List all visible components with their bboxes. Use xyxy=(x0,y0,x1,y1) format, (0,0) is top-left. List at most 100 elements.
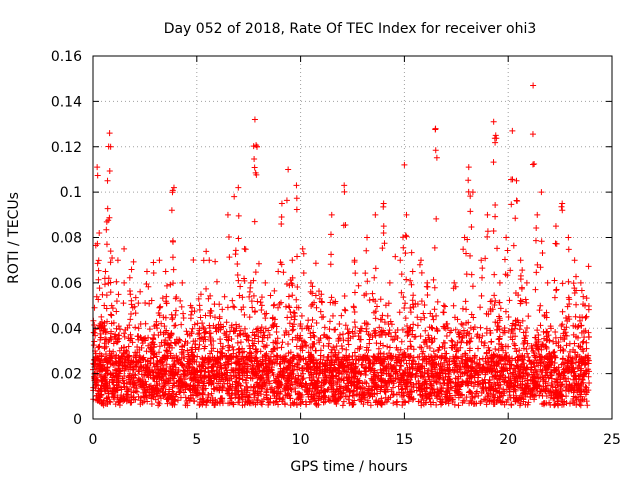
data-point xyxy=(102,351,109,358)
data-point xyxy=(546,337,553,344)
data-point xyxy=(454,316,461,323)
data-point xyxy=(380,342,387,349)
data-point xyxy=(329,393,336,400)
data-point xyxy=(96,229,103,236)
data-point xyxy=(534,211,541,218)
data-point xyxy=(492,202,499,209)
data-point xyxy=(300,270,307,277)
data-point xyxy=(342,222,349,229)
data-point xyxy=(285,303,292,310)
data-point xyxy=(321,393,328,400)
data-point xyxy=(244,361,251,368)
data-point xyxy=(405,378,412,385)
data-point xyxy=(164,400,171,407)
data-point xyxy=(174,397,181,404)
data-point xyxy=(219,397,226,404)
data-point xyxy=(198,367,205,374)
data-point xyxy=(172,307,179,314)
data-point xyxy=(207,330,214,337)
data-point xyxy=(403,233,410,240)
data-point xyxy=(96,343,103,350)
data-point xyxy=(387,354,394,361)
data-point xyxy=(234,260,241,267)
data-point xyxy=(557,376,564,383)
data-point xyxy=(565,278,572,285)
data-point xyxy=(531,353,538,360)
data-point xyxy=(143,281,150,288)
data-point xyxy=(299,344,306,351)
data-point xyxy=(483,310,490,317)
data-point xyxy=(225,400,232,407)
data-point xyxy=(432,126,439,133)
data-point xyxy=(581,396,588,403)
data-point xyxy=(407,343,414,350)
data-point xyxy=(189,364,196,371)
data-point xyxy=(408,383,415,390)
data-point xyxy=(254,379,261,386)
data-point xyxy=(412,333,419,340)
data-point xyxy=(243,379,250,386)
data-point xyxy=(125,343,132,350)
data-point xyxy=(517,276,524,283)
data-point xyxy=(478,292,485,299)
data-point xyxy=(147,382,154,389)
data-point xyxy=(405,393,412,400)
data-point xyxy=(232,383,239,390)
data-point xyxy=(566,296,573,303)
data-point xyxy=(402,232,409,239)
data-point xyxy=(235,184,242,191)
data-point xyxy=(375,345,382,352)
data-point xyxy=(225,337,232,344)
data-point xyxy=(485,379,492,386)
data-point xyxy=(169,254,176,261)
data-point xyxy=(445,373,452,380)
data-point xyxy=(531,373,538,380)
data-point xyxy=(95,267,102,274)
data-point xyxy=(403,211,410,218)
data-point xyxy=(479,265,486,272)
data-point xyxy=(153,322,160,329)
data-point xyxy=(575,323,582,330)
data-point xyxy=(364,321,371,328)
data-point xyxy=(143,348,150,355)
data-point xyxy=(372,298,379,305)
data-point xyxy=(494,245,501,252)
data-point xyxy=(346,400,353,407)
data-point xyxy=(175,382,182,389)
data-point xyxy=(439,363,446,370)
data-point xyxy=(208,380,215,387)
data-point xyxy=(480,379,487,386)
data-point xyxy=(215,356,222,363)
data-point xyxy=(140,389,147,396)
data-point xyxy=(293,343,300,350)
data-point xyxy=(535,336,542,343)
data-point xyxy=(420,310,427,317)
data-point xyxy=(387,361,394,368)
data-point xyxy=(459,360,466,367)
data-point xyxy=(424,384,431,391)
data-point xyxy=(251,218,258,225)
data-point xyxy=(465,164,472,171)
data-point xyxy=(244,372,251,379)
data-point xyxy=(251,391,258,398)
data-point xyxy=(579,339,586,346)
data-point xyxy=(380,223,387,230)
data-point xyxy=(193,392,199,399)
data-point xyxy=(430,316,437,323)
data-point xyxy=(263,394,270,401)
data-point xyxy=(313,319,320,326)
data-point xyxy=(395,383,402,390)
data-point xyxy=(518,285,525,292)
data-point xyxy=(95,276,102,283)
data-point xyxy=(113,325,120,332)
data-point xyxy=(223,334,230,341)
data-point xyxy=(273,393,280,400)
data-point xyxy=(492,345,499,352)
data-point xyxy=(341,182,348,189)
data-point xyxy=(256,362,263,369)
data-point xyxy=(438,388,445,395)
data-point xyxy=(351,375,358,382)
data-point xyxy=(200,324,207,331)
data-point xyxy=(464,354,471,361)
data-point xyxy=(251,164,258,171)
